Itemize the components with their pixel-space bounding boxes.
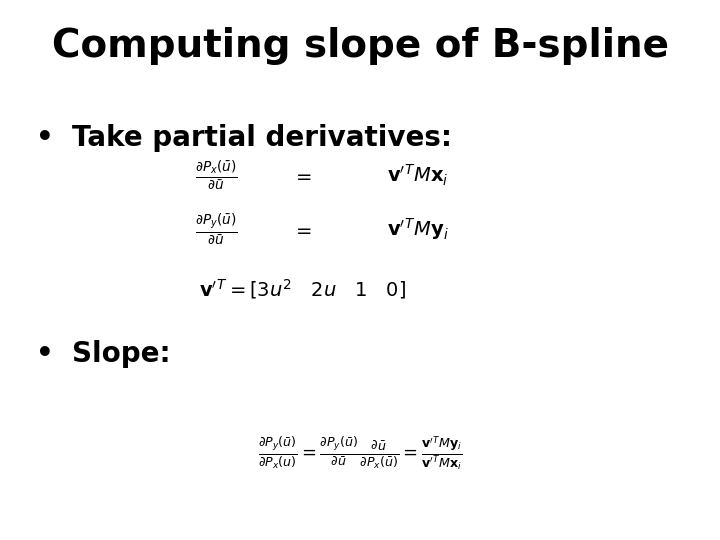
Text: •: • [36,340,54,368]
Text: $\mathbf{v}'^T M \mathbf{x}_i$: $\mathbf{v}'^T M \mathbf{x}_i$ [387,163,449,188]
Text: Slope:: Slope: [72,340,171,368]
Text: $=$: $=$ [292,166,312,185]
Text: $\frac{\partial P_y(\bar{u})}{\partial P_x(u)} = \frac{\partial P_y(\bar{u})}{\p: $\frac{\partial P_y(\bar{u})}{\partial P… [258,434,462,473]
Text: Computing slope of B-spline: Computing slope of B-spline [52,27,668,65]
Text: $\frac{\partial P_x(\bar{u})}{\partial \bar{u}}$: $\frac{\partial P_x(\bar{u})}{\partial \… [194,159,238,192]
Text: $\frac{\partial P_y(\bar{u})}{\partial \bar{u}}$: $\frac{\partial P_y(\bar{u})}{\partial \… [194,212,238,247]
Text: $=$: $=$ [292,220,312,239]
Text: Take partial derivatives:: Take partial derivatives: [72,124,452,152]
Text: $\mathbf{v}'^T = [3u^2 \quad 2u \quad 1 \quad 0]$: $\mathbf{v}'^T = [3u^2 \quad 2u \quad 1 … [199,277,406,301]
Text: •: • [36,124,54,152]
Text: $\mathbf{v}'^T M \mathbf{y}_i$: $\mathbf{v}'^T M \mathbf{y}_i$ [387,217,449,242]
